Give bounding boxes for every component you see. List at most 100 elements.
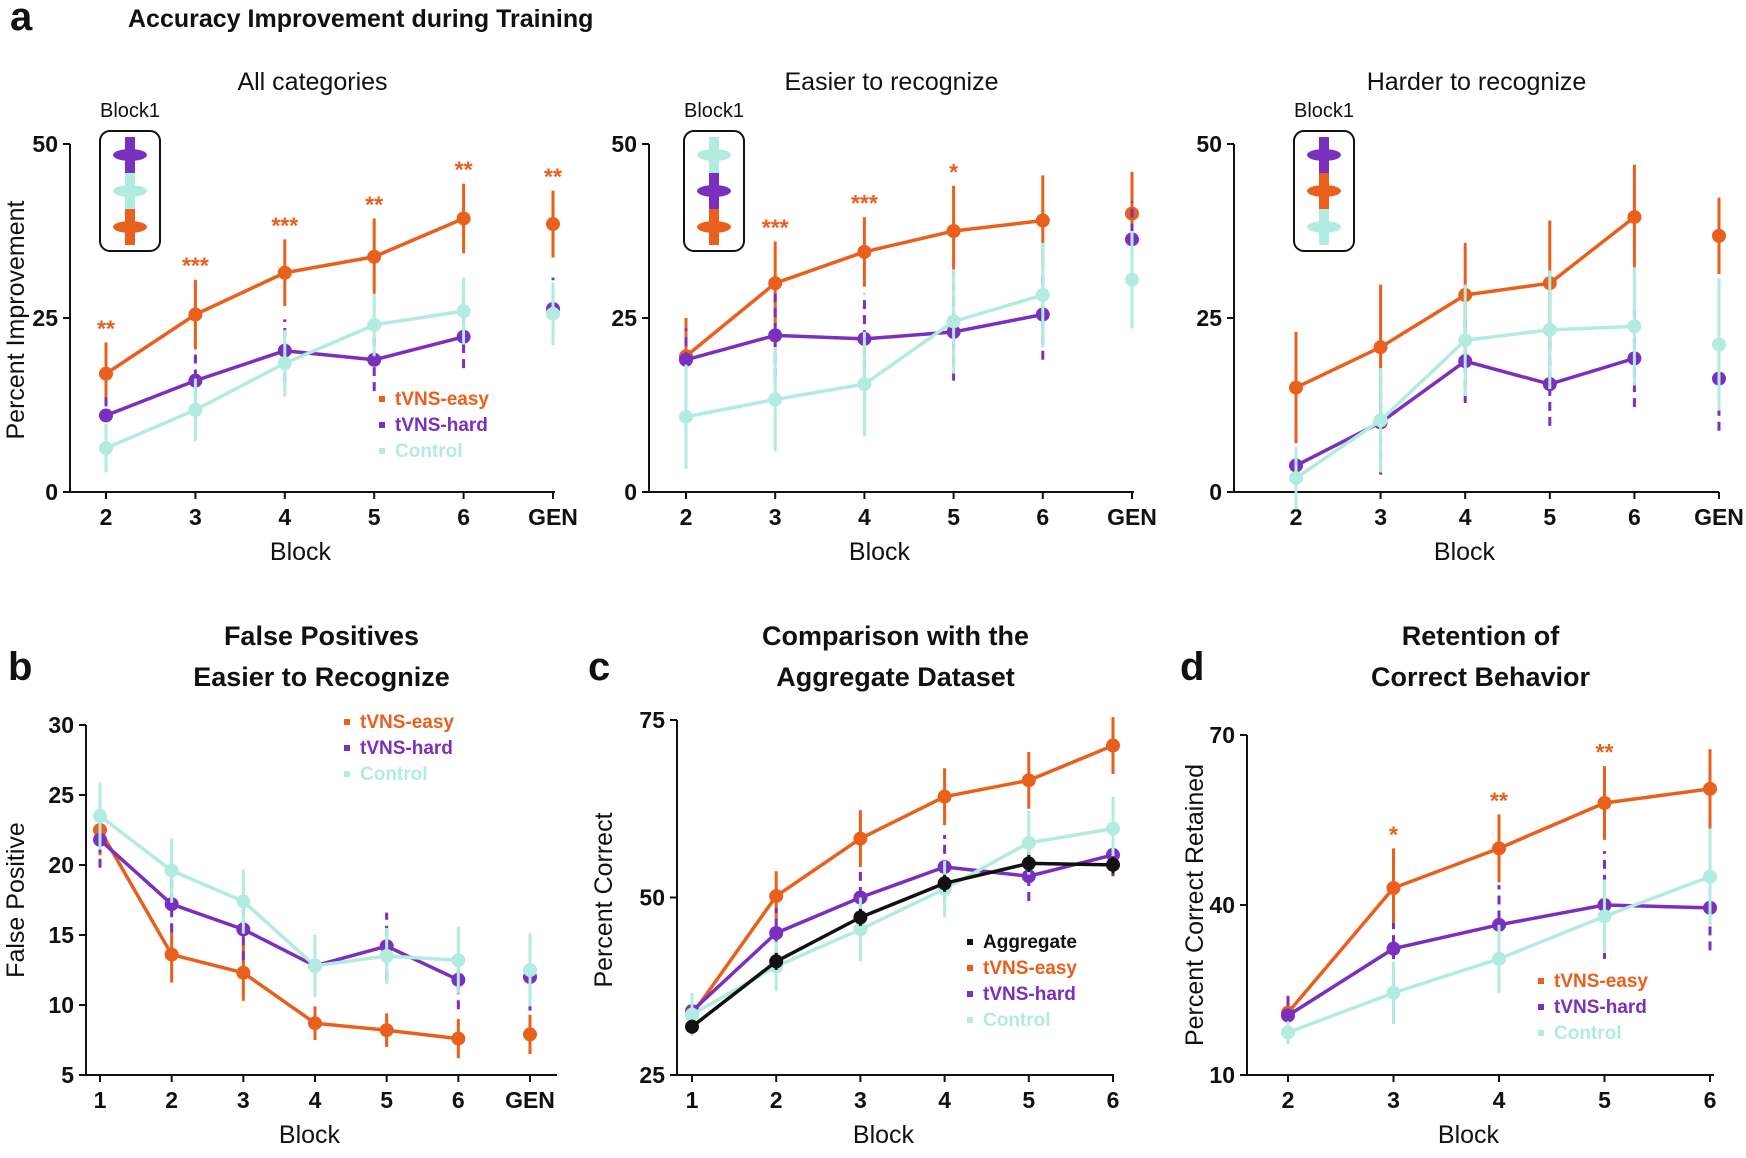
data-point-control-a2 (946, 314, 961, 329)
inset-disc-control-a2 (697, 149, 731, 161)
chart-d: Retention of Correct Behavior 10 40 70 2 3 4 5 6 B… (1181, 621, 1717, 1149)
x-tick-label-c: 6 (1107, 1087, 1120, 1113)
significance-stars-a1: ** (97, 315, 115, 341)
data-point-control-a2 (768, 392, 783, 407)
x-tick-label-a1: 5 (368, 504, 381, 530)
data-point-control-a3 (1712, 337, 1726, 352)
significance-stars-d: ** (1596, 739, 1614, 765)
legend-swatch-control-a1 (379, 448, 385, 454)
x-tick-label-a3: 6 (1628, 504, 1641, 530)
y-tick-label-a3: 50 (1196, 131, 1222, 157)
y-tick-label-d: 70 (1209, 722, 1235, 748)
x-tick-label-a2: 6 (1036, 504, 1049, 530)
data-point-control-b (164, 863, 179, 878)
y-tick-label-a1: 50 (32, 131, 58, 157)
data-point-aggregate-c (937, 876, 952, 891)
significance-stars-d: * (1389, 821, 1398, 847)
chart-title-line1-c: Comparison with the (762, 621, 1029, 651)
significance-stars-a1: ** (455, 157, 473, 183)
y-axis-label-c: Percent Correct (590, 812, 618, 987)
significance-stars-a2: *** (851, 190, 878, 216)
x-tick-label-b: 6 (452, 1087, 465, 1113)
data-point-control-a1 (456, 304, 471, 319)
legend-label-tvns-hard-a1: tVNS-hard (395, 415, 488, 436)
x-tick-label-a3: 4 (1459, 504, 1472, 530)
data-point-tvns-easy-b (164, 947, 179, 962)
x-tick-label-c: 1 (686, 1087, 699, 1113)
data-point-control-c (685, 1007, 699, 1022)
significance-stars-a2: * (949, 159, 958, 185)
legend-swatch-tvns-hard-c (967, 991, 973, 997)
legend-swatch-tvns-easy-b (344, 719, 350, 725)
x-tick-label-a3: 2 (1290, 504, 1303, 530)
data-point-control-d (1492, 951, 1506, 966)
legend-swatch-tvns-easy-d (1538, 978, 1544, 984)
data-point-tvns-easy-a3 (1289, 380, 1303, 395)
data-point-tvns-easy-c (1106, 738, 1120, 753)
data-point-tvns-hard-d (1281, 1008, 1295, 1023)
data-point-control-c (853, 922, 868, 937)
x-tick-label-d: 4 (1493, 1087, 1506, 1113)
legend-swatch-control-c (967, 1017, 973, 1023)
legend-label-control-d: Control (1554, 1023, 1622, 1044)
data-point-tvns-easy-a1 (188, 307, 203, 322)
inset-label-a2: Block1 (684, 100, 744, 122)
legend-label-tvns-easy-c: tVNS-easy (983, 958, 1077, 979)
data-point-tvns-easy-a2 (946, 224, 961, 238)
x-tick-label-a1: 2 (100, 504, 113, 530)
y-axis-label-a1: Percent Improvement (2, 200, 30, 439)
data-point-control-d (1597, 909, 1612, 924)
legend-label-tvns-hard-d: tVNS-hard (1554, 997, 1647, 1018)
chart-title-line1-d: Retention of (1402, 621, 1560, 651)
data-point-tvns-hard-a2 (768, 328, 783, 343)
legend-swatch-tvns-easy-a1 (379, 396, 385, 402)
inset-disc-tvns-hard-a1 (113, 149, 147, 161)
legend-swatch-tvns-hard-a1 (379, 422, 385, 428)
x-tick-label-a2: 4 (858, 504, 871, 530)
inset-disc-control-a1 (113, 185, 147, 197)
x-tick-label-a1: GEN (528, 504, 578, 530)
panel-letter-a: a (10, 0, 33, 39)
y-tick-label-c: 25 (639, 1062, 665, 1088)
data-point-tvns-easy-c (853, 831, 868, 846)
legend-label-control-a1: Control (395, 441, 463, 462)
x-tick-label-a2: 3 (769, 504, 782, 530)
panel-letter-c: c (588, 645, 610, 689)
data-point-tvns-hard-c (769, 926, 784, 940)
x-axis-label-d: Block (1438, 1121, 1500, 1149)
data-point-tvns-easy-b (451, 1031, 466, 1046)
y-tick-label-c: 75 (639, 707, 665, 733)
y-axis-label-b: False Positive (2, 822, 30, 978)
data-point-tvns-easy-a2 (1035, 213, 1050, 228)
chart-title-a2: Easier to recognize (784, 68, 998, 96)
legend-label-aggregate-c: Aggregate (983, 932, 1077, 953)
data-point-control-b (308, 958, 322, 973)
inset-label-a3: Block1 (1294, 100, 1354, 122)
chart-title-line2-b: Easier to Recognize (193, 662, 450, 692)
data-point-control-a2 (857, 377, 872, 392)
legend-swatch-control-d (1538, 1030, 1544, 1036)
x-tick-label-b: 5 (380, 1087, 393, 1113)
y-tick-label-c: 50 (639, 885, 665, 911)
legend-label-tvns-hard-b: tVNS-hard (360, 738, 453, 759)
chart-title-line1-b: False Positives (224, 621, 419, 651)
chart-a3: Harder to recognize 0 25 50 2 3 4 5 6 GEN Block Blo… (1196, 68, 1744, 566)
inset-disc-tvns-easy-a2 (697, 221, 731, 233)
x-tick-label-c: 4 (938, 1087, 951, 1113)
data-point-tvns-easy-c (937, 789, 952, 804)
significance-stars-a1: *** (182, 253, 209, 279)
series-line-control-b (98, 814, 459, 968)
data-point-aggregate-c (853, 910, 868, 925)
data-point-control-c (1106, 821, 1120, 836)
x-tick-label-d: 5 (1598, 1087, 1611, 1113)
inset-disc-control-a3 (1307, 221, 1341, 233)
legend-swatch-control-b (344, 771, 350, 777)
data-point-control-a1 (367, 317, 382, 332)
data-point-control-a3 (1373, 413, 1388, 428)
data-point-tvns-easy-b (308, 1016, 322, 1031)
legend-swatch-aggregate-c (967, 939, 973, 945)
data-point-control-a2 (1125, 272, 1139, 287)
x-axis-label-a3: Block (1434, 538, 1496, 566)
